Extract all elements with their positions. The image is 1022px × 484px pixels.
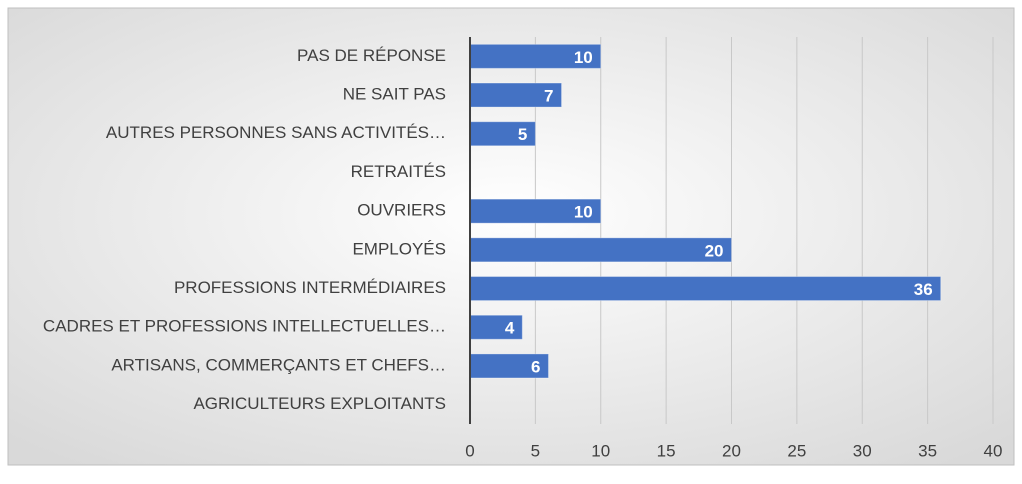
value-label: 10 xyxy=(574,48,593,67)
bar xyxy=(469,314,523,340)
bar xyxy=(469,353,549,379)
x-tick-label: 20 xyxy=(722,441,741,460)
y-tick-label: ARTISANS, COMMERÇANTS ET CHEFS… xyxy=(111,355,446,374)
bar xyxy=(469,237,732,263)
value-label: 6 xyxy=(531,357,540,376)
x-tick-label: 15 xyxy=(657,441,676,460)
x-tick-label: 35 xyxy=(918,441,937,460)
x-tick-label: 40 xyxy=(984,441,1003,460)
value-label: 20 xyxy=(705,241,724,260)
x-tick-label: 30 xyxy=(853,441,872,460)
value-label: 4 xyxy=(505,319,515,338)
value-label: 10 xyxy=(574,203,593,222)
bar xyxy=(469,198,602,224)
bar xyxy=(469,43,602,69)
x-tick-label: 25 xyxy=(787,441,806,460)
y-tick-label: EMPLOYÉS xyxy=(352,239,446,258)
y-tick-label: AUTRES PERSONNES SANS ACTIVITÉS… xyxy=(106,123,446,142)
y-tick-label: OUVRIERS xyxy=(357,201,446,220)
x-tick-label: 10 xyxy=(591,441,610,460)
y-tick-label: NE SAIT PAS xyxy=(343,85,446,104)
x-tick-label: 0 xyxy=(465,441,474,460)
y-tick-label: CADRES ET PROFESSIONS INTELLECTUELLES… xyxy=(43,317,446,336)
y-tick-label: AGRICULTEURS EXPLOITANTS xyxy=(193,394,446,413)
value-label: 36 xyxy=(914,280,933,299)
value-label: 7 xyxy=(544,87,553,106)
y-tick-label: PROFESSIONS INTERMÉDIAIRES xyxy=(174,278,446,297)
chart-frame xyxy=(7,7,1015,466)
x-tick-label: 5 xyxy=(531,441,540,460)
bar xyxy=(469,276,942,302)
bar xyxy=(469,121,536,147)
y-tick-label: RETRAITÉS xyxy=(351,162,446,181)
y-tick-label: PAS DE RÉPONSE xyxy=(297,46,446,65)
value-label: 5 xyxy=(518,125,527,144)
